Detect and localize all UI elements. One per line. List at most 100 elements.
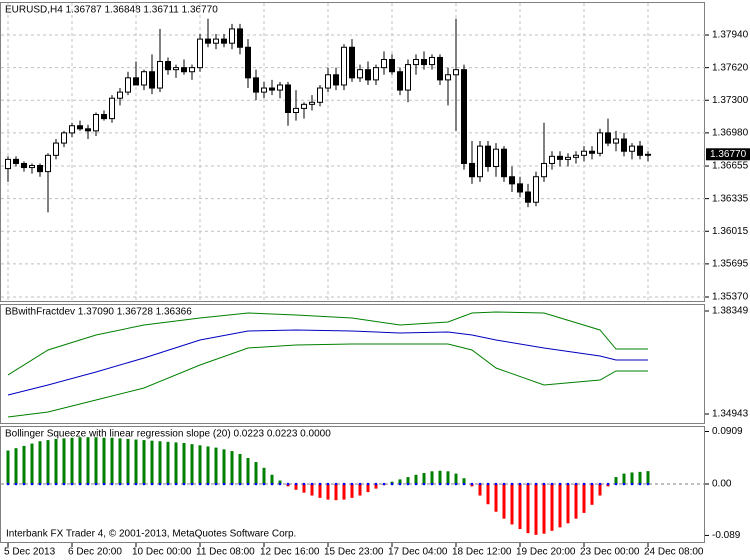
candle-body xyxy=(85,128,91,132)
squeeze-dot xyxy=(470,482,474,486)
squeeze-dot xyxy=(94,482,98,486)
y-tick-label: 0.00 xyxy=(712,479,732,490)
squeeze-dot xyxy=(198,482,202,486)
candle-body xyxy=(253,77,259,93)
squeeze-dot xyxy=(142,482,146,486)
candle-body xyxy=(61,132,67,144)
candle-body xyxy=(397,71,403,91)
candle-body xyxy=(77,125,83,130)
squeeze-dot xyxy=(278,482,282,486)
squeeze-dot xyxy=(358,482,362,486)
squeeze-dot xyxy=(286,482,290,486)
x-tick-label: 23 Dec 00:00 xyxy=(580,547,640,558)
candle-body xyxy=(309,101,315,105)
bands-panel xyxy=(0,304,705,424)
squeeze-dot xyxy=(54,482,58,486)
candle-body xyxy=(157,61,163,89)
candle-body xyxy=(357,69,363,79)
x-tick-label: 11 Dec 08:00 xyxy=(196,547,255,558)
squeeze-dot xyxy=(526,482,530,486)
candle-body xyxy=(469,162,475,178)
candle-body xyxy=(133,77,139,86)
candle-body xyxy=(149,71,155,89)
candle-body xyxy=(637,145,643,156)
candle-body xyxy=(437,56,443,81)
candle-body xyxy=(109,97,115,120)
squeeze-dot xyxy=(510,482,514,486)
band-line xyxy=(7,329,648,396)
squeeze-dot xyxy=(646,482,650,486)
candle-body xyxy=(5,158,11,170)
candle-body xyxy=(517,183,523,193)
candle-body xyxy=(13,158,19,164)
squeeze-dot xyxy=(622,482,626,486)
y-tick-label: 1.36015 xyxy=(712,226,749,237)
squeeze-dot xyxy=(270,482,274,486)
squeeze-dot xyxy=(302,482,306,486)
squeeze-dot xyxy=(438,482,442,486)
candle-body xyxy=(645,153,651,156)
squeeze-dot xyxy=(422,482,426,486)
squeeze-dot xyxy=(446,482,450,486)
candle-body xyxy=(629,145,635,152)
last-price-marker xyxy=(706,148,750,161)
squeeze-dot xyxy=(582,482,586,486)
squeeze-dot xyxy=(534,482,538,486)
squeeze-dot xyxy=(230,482,234,486)
candle-body xyxy=(93,114,99,132)
candle-body xyxy=(21,162,27,169)
y-tick-label: 1.36335 xyxy=(712,193,749,204)
squeeze-dot xyxy=(78,482,82,486)
squeeze-dot xyxy=(110,482,114,486)
y-tick-label: 0.0909 xyxy=(712,426,743,437)
x-tick-label: 19 Dec 20:00 xyxy=(516,547,576,558)
squeeze-dot xyxy=(190,482,194,486)
candle-body xyxy=(573,154,579,158)
candle-body xyxy=(445,74,451,81)
squeeze-dot xyxy=(174,482,178,486)
band-line xyxy=(7,343,648,418)
squeeze-dot xyxy=(86,482,90,486)
candle-body xyxy=(269,87,275,91)
candle-body xyxy=(605,132,611,144)
candle-body xyxy=(453,69,459,76)
candle-body xyxy=(485,145,491,168)
candle-body xyxy=(189,67,195,73)
candle-body xyxy=(317,87,323,103)
x-tick-label: 15 Dec 23:00 xyxy=(324,547,384,558)
squeeze-dot xyxy=(454,482,458,486)
y-tick-label: 1.37940 xyxy=(712,30,749,41)
main-panel xyxy=(0,2,705,302)
squeeze-dot xyxy=(598,482,602,486)
candle-body xyxy=(413,58,419,66)
candle-body xyxy=(405,64,411,91)
candle-body xyxy=(325,74,331,89)
candle-body xyxy=(373,67,379,81)
candle-body xyxy=(37,165,43,173)
squeeze-dot xyxy=(614,482,618,486)
candle-body xyxy=(493,148,499,168)
candle-body xyxy=(365,69,371,81)
x-tick-label: 5 Dec 2013 xyxy=(4,547,56,558)
candle-body xyxy=(221,38,227,44)
candle-body xyxy=(461,69,467,164)
squeeze-dot xyxy=(494,482,498,486)
panel-title: Bollinger Squeeze with linear regression… xyxy=(5,429,331,440)
squeeze-dot xyxy=(126,482,130,486)
band-line xyxy=(7,311,648,376)
candle-body xyxy=(141,71,147,86)
candle-body xyxy=(261,87,267,93)
squeeze-dot xyxy=(398,482,402,486)
candle-body xyxy=(557,155,563,160)
squeeze-dot xyxy=(62,482,66,486)
candle-body xyxy=(389,58,395,73)
candle-body xyxy=(117,91,123,99)
squeeze-dot xyxy=(406,482,410,486)
squeeze-dot xyxy=(6,482,10,486)
candle-body xyxy=(565,156,571,160)
squeeze-dot xyxy=(630,482,634,486)
candle-body xyxy=(125,77,131,93)
squeeze-dot xyxy=(638,482,642,486)
squeeze-dot xyxy=(542,482,546,486)
